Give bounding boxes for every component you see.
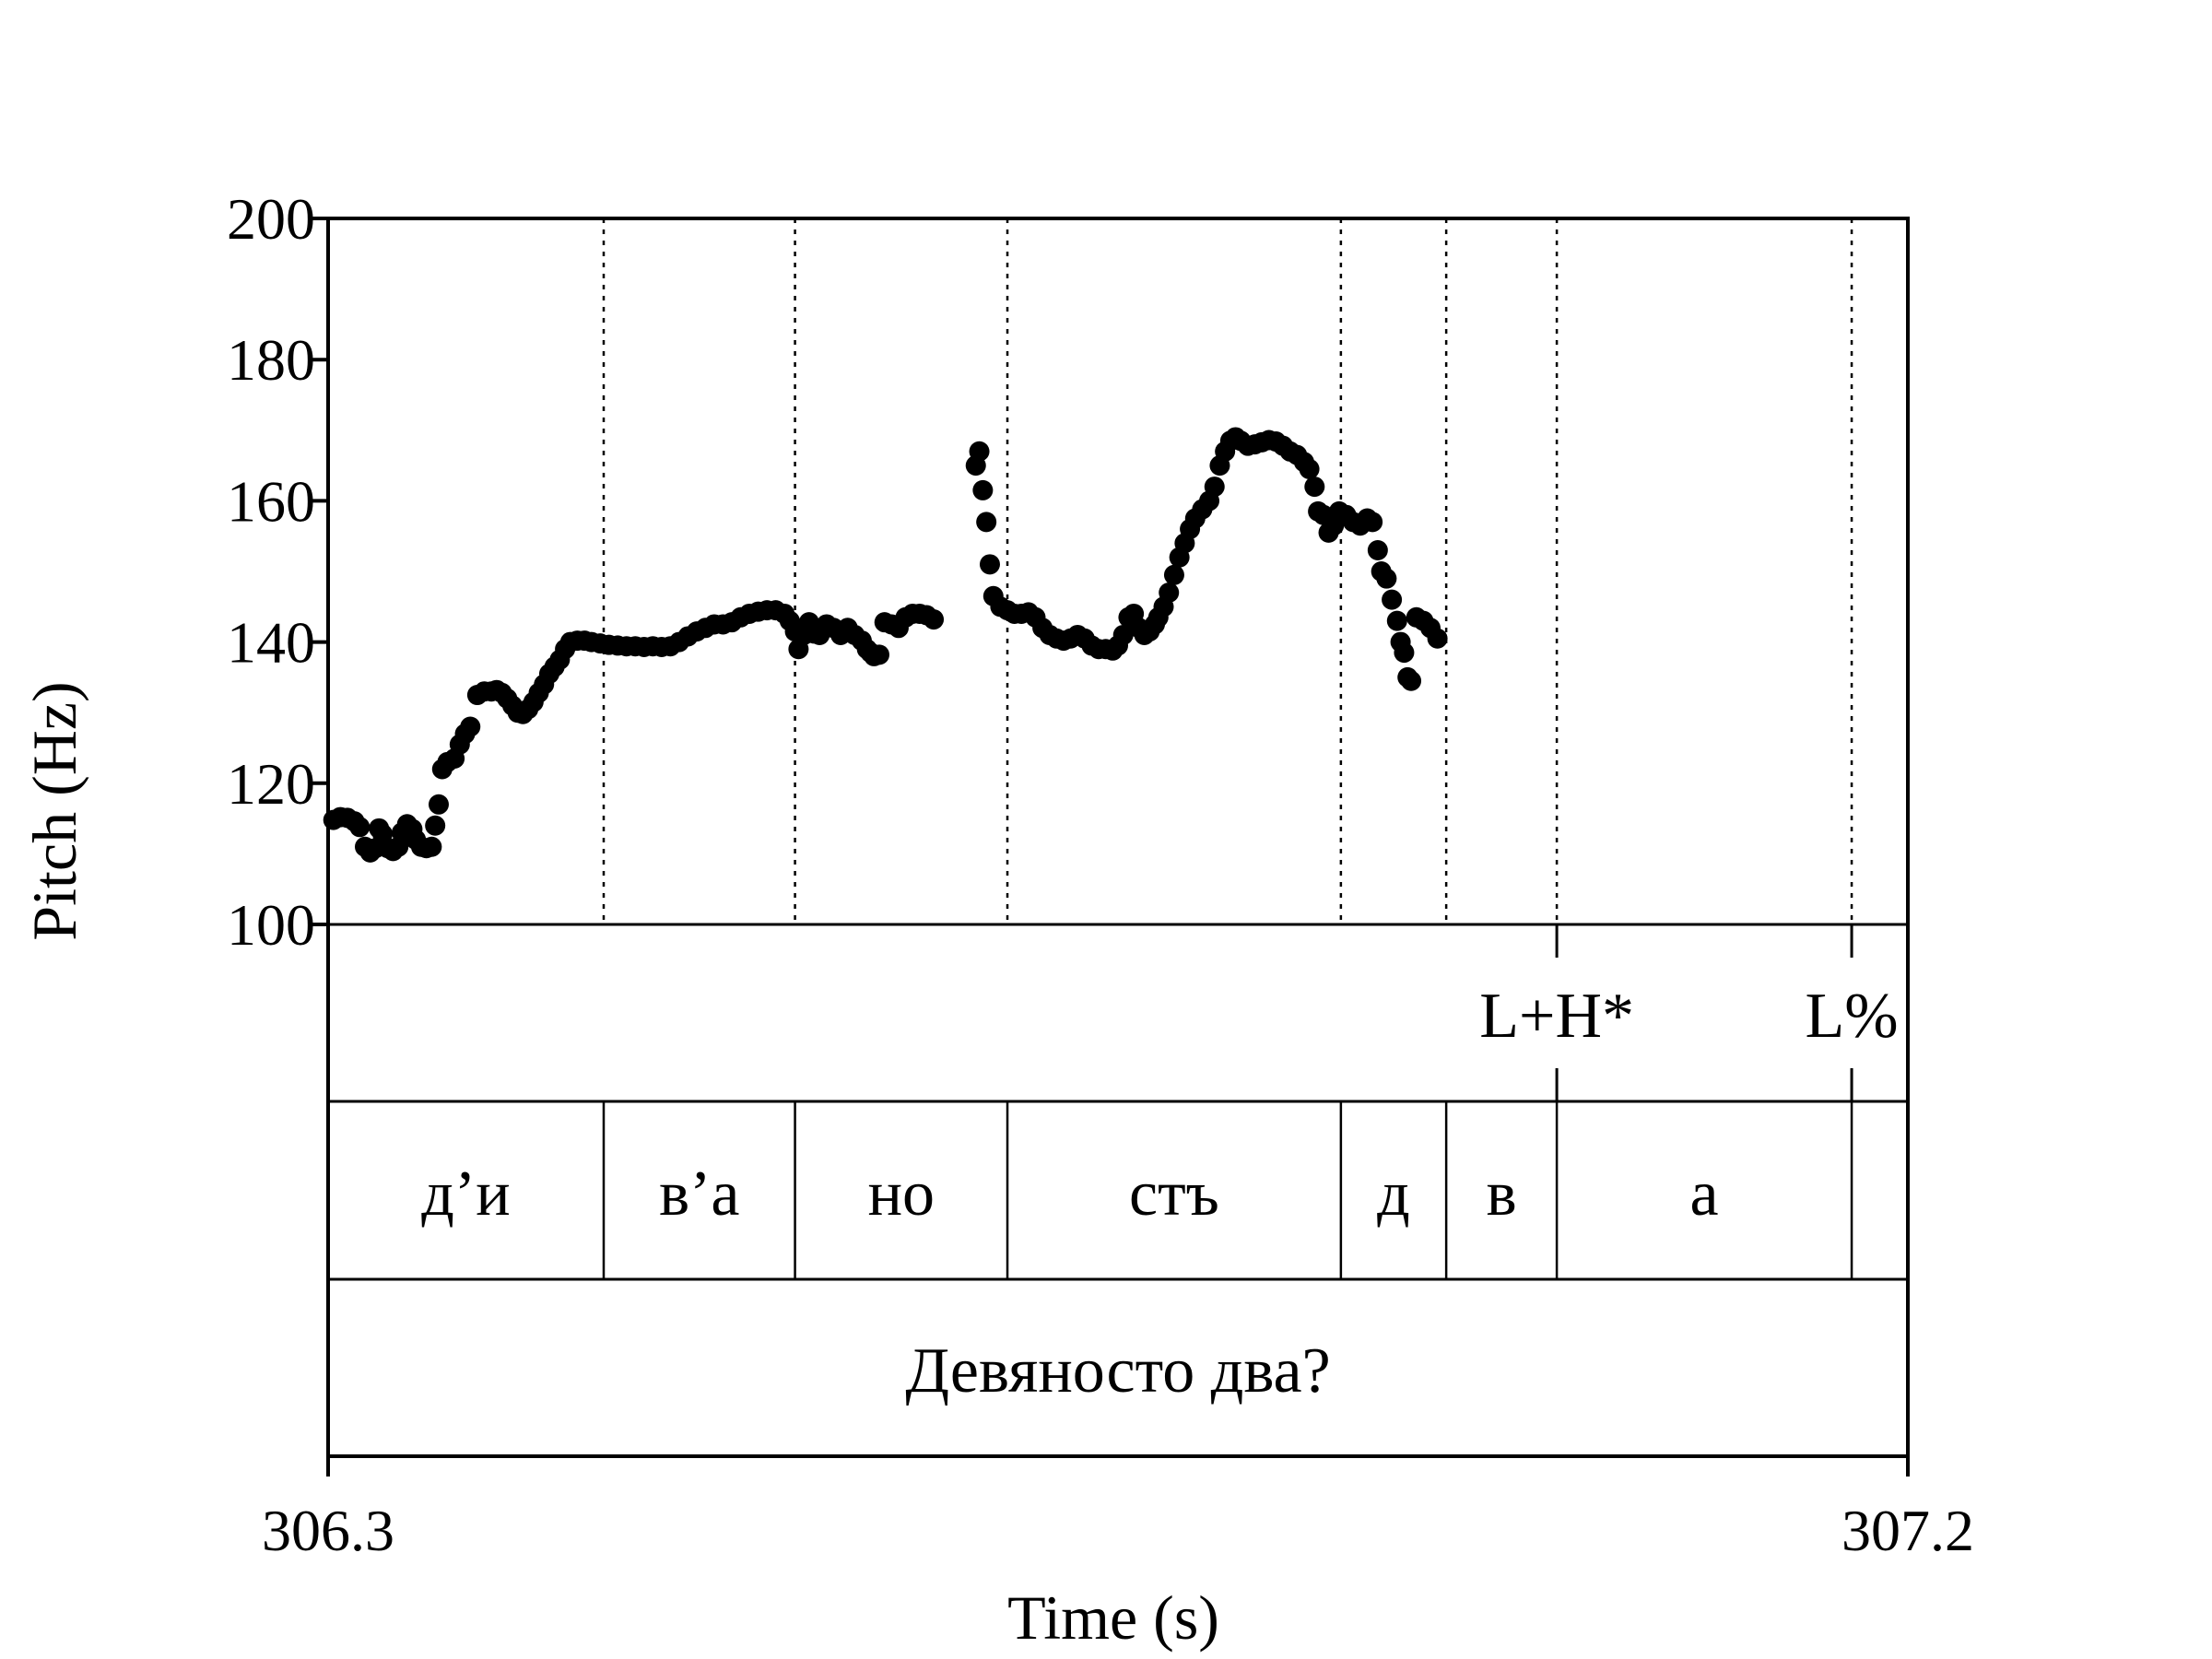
y-axis-title: Pitch (Hz): [19, 681, 89, 940]
syllable-label: д: [1377, 1159, 1410, 1230]
pitch-point: [1159, 582, 1180, 603]
x-tick-label: 307.2: [1841, 1498, 1974, 1563]
plot-border: [326, 217, 1910, 1458]
y-tick-label: 180: [227, 327, 315, 393]
syllable-label: а: [1690, 1159, 1719, 1230]
syllable-label: но: [868, 1159, 935, 1230]
pitch-points: [323, 427, 1448, 863]
pitch-point: [976, 512, 997, 533]
pitch-point: [1367, 540, 1388, 561]
pitch-point: [1386, 610, 1407, 631]
annotation-tiers: L+H* L% д’и в’а но стъ д в а Девяносто два?: [421, 924, 1899, 1406]
syllable-label: стъ: [1129, 1159, 1219, 1230]
x-axis: 306.3 307.2: [262, 1456, 1974, 1563]
pitch-point: [979, 554, 1000, 575]
boundary-lines: [602, 218, 1853, 1279]
tone-label: L+H*: [1479, 981, 1634, 1052]
pitch-point: [924, 609, 945, 630]
x-tick-label: 306.3: [262, 1498, 394, 1563]
pitch-point: [1362, 512, 1383, 533]
y-tick-label: 140: [227, 610, 315, 676]
pitch-point: [349, 817, 371, 838]
pitch-point: [460, 716, 481, 737]
pitch-point: [425, 815, 446, 836]
y-tick-label: 160: [227, 468, 315, 534]
pitch-point: [1299, 458, 1320, 479]
y-tick-label: 120: [227, 751, 315, 817]
pitch-point: [1112, 624, 1134, 645]
sentence-label: Девяносто два?: [905, 1335, 1330, 1406]
pitch-point: [421, 836, 442, 857]
pitch-point: [972, 479, 994, 500]
pitch-point: [428, 794, 449, 815]
pitch-point: [1204, 477, 1225, 498]
pitch-point: [1427, 628, 1448, 649]
syllable-label: в’а: [659, 1159, 739, 1230]
pitch-point: [1376, 568, 1397, 589]
syllable-label: д’и: [421, 1159, 510, 1230]
tone-label: L%: [1806, 981, 1899, 1052]
pitch-point: [969, 441, 990, 462]
pitch-point: [1382, 589, 1403, 610]
x-axis-title: Time (s): [1007, 1583, 1219, 1653]
y-tick-label: 100: [227, 892, 315, 958]
pitch-point: [1304, 477, 1325, 498]
pitch-point: [868, 644, 889, 665]
chart-frame: [326, 217, 1910, 1458]
pitch-point: [1163, 564, 1184, 585]
syllable-label: в: [1487, 1159, 1517, 1230]
pitch-point: [1401, 670, 1422, 691]
y-axis: 100 120 140 160 180 200: [227, 186, 328, 958]
y-tick-label: 200: [227, 186, 315, 252]
pitch-point: [1394, 642, 1415, 664]
